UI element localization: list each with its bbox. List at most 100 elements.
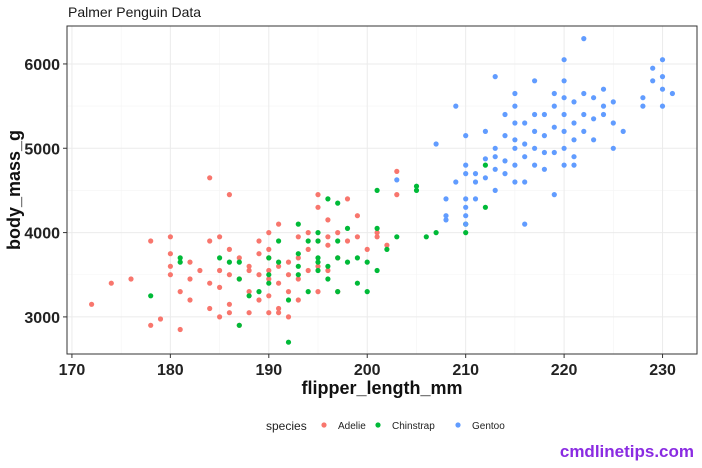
data-point-gentoo [492, 187, 498, 193]
data-point-gentoo [512, 145, 518, 151]
data-point-adelie [325, 242, 331, 248]
data-point-gentoo [532, 128, 538, 134]
data-point-adelie [207, 175, 213, 181]
data-point-gentoo [610, 145, 616, 151]
data-point-gentoo [522, 141, 528, 147]
data-point-adelie [335, 230, 341, 236]
data-point-gentoo [650, 78, 656, 84]
data-point-chinstrap [354, 255, 360, 261]
data-point-gentoo [659, 74, 666, 80]
data-point-gentoo [472, 179, 479, 185]
data-point-gentoo [600, 86, 607, 92]
data-point-chinstrap [315, 255, 321, 261]
data-point-chinstrap [325, 276, 331, 282]
data-point-gentoo [394, 177, 400, 183]
legend-key-adelie [321, 422, 327, 428]
x-tick-label: 230 [649, 362, 676, 379]
data-point-adelie [266, 276, 272, 282]
data-point-gentoo [571, 162, 577, 168]
data-point-adelie [207, 238, 213, 244]
x-axis-title: flipper_length_mm [301, 378, 462, 398]
data-point-gentoo [561, 78, 567, 84]
data-point-adelie [266, 230, 272, 236]
data-point-gentoo [571, 137, 577, 143]
data-point-adelie [305, 267, 311, 274]
data-point-gentoo [561, 95, 567, 101]
data-point-gentoo [551, 192, 557, 198]
data-point-adelie [295, 234, 301, 240]
data-point-adelie [187, 297, 193, 303]
data-point-gentoo [532, 145, 538, 151]
data-point-adelie [207, 280, 213, 286]
series-adelie [89, 168, 400, 333]
data-point-chinstrap [315, 267, 321, 274]
data-point-chinstrap [266, 255, 272, 261]
legend: species Adelie Chinstrap Gentoo [266, 419, 505, 433]
data-point-adelie [246, 310, 252, 316]
data-point-gentoo [640, 103, 646, 109]
data-point-adelie [256, 251, 262, 257]
data-point-gentoo [561, 111, 567, 118]
panel-border [66, 25, 698, 355]
data-point-gentoo [561, 57, 567, 63]
data-point-adelie [394, 192, 400, 198]
data-point-chinstrap [482, 204, 488, 210]
watermark-text: cmdlinetips.com [559, 442, 694, 461]
data-point-gentoo [610, 120, 616, 126]
data-point-chinstrap [295, 263, 301, 269]
data-point-adelie [276, 305, 282, 312]
data-point-adelie [266, 310, 272, 316]
data-point-gentoo [522, 154, 528, 160]
data-point-adelie [226, 310, 232, 316]
data-point-chinstrap [236, 276, 242, 282]
data-point-adelie [217, 284, 223, 290]
data-point-adelie [226, 192, 232, 198]
data-point-gentoo [433, 141, 439, 147]
data-point-chinstrap [305, 289, 311, 295]
data-point-chinstrap [335, 289, 341, 295]
data-point-adelie [305, 246, 311, 252]
data-point-chinstrap [315, 238, 321, 244]
data-point-adelie [305, 230, 311, 236]
data-point-gentoo [541, 166, 548, 172]
legend-label-chinstrap: Chinstrap [392, 421, 435, 432]
y-axis: 3000 4000 5000 6000 [24, 57, 67, 327]
data-point-gentoo [551, 124, 557, 130]
data-point-adelie [315, 289, 321, 295]
data-point-chinstrap [285, 339, 292, 345]
data-point-adelie [167, 234, 173, 240]
data-point-gentoo [512, 137, 518, 143]
data-point-gentoo [541, 111, 548, 118]
data-point-adelie [187, 276, 193, 282]
data-point-chinstrap [276, 259, 282, 265]
data-point-chinstrap [217, 255, 223, 261]
data-point-gentoo [463, 196, 469, 202]
grid-lines [67, 26, 697, 354]
y-tick-label: 4000 [24, 226, 60, 243]
legend-items: Adelie Chinstrap Gentoo [321, 421, 505, 432]
data-point-gentoo [453, 103, 459, 109]
data-point-gentoo [532, 111, 538, 118]
data-point-adelie [266, 267, 272, 274]
data-point-chinstrap [295, 221, 301, 227]
data-point-chinstrap [384, 246, 390, 252]
data-point-gentoo [591, 137, 597, 143]
data-point-adelie [295, 276, 301, 282]
data-point-gentoo [492, 74, 498, 80]
data-point-chinstrap [315, 230, 321, 236]
data-point-adelie [207, 305, 213, 312]
data-point-adelie [167, 263, 173, 269]
data-point-adelie [226, 301, 232, 307]
data-point-adelie [128, 276, 134, 282]
data-point-chinstrap [374, 267, 380, 274]
data-point-gentoo [463, 133, 469, 139]
data-point-adelie [285, 259, 292, 265]
data-point-chinstrap [394, 234, 400, 240]
data-point-adelie [256, 297, 262, 303]
data-point-chinstrap [433, 230, 439, 236]
data-point-chinstrap [374, 187, 380, 193]
data-point-adelie [89, 301, 95, 307]
data-point-gentoo [512, 103, 518, 109]
data-point-gentoo [591, 95, 597, 101]
data-point-chinstrap [374, 225, 380, 231]
